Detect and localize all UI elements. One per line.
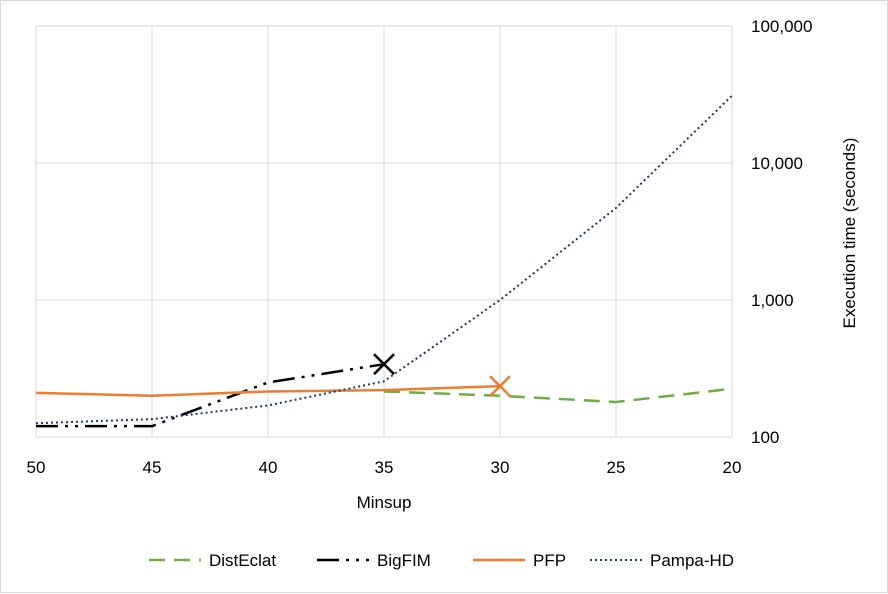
legend-label: DistEclat [209,551,276,570]
x-tick-label: 45 [143,458,162,477]
series-line-pfp [35,384,501,398]
y-tick-label: 1,000 [751,291,794,310]
x-tick-label: 20 [723,458,742,477]
x-tick-label: 35 [375,458,394,477]
legend-label: PFP [533,551,566,570]
x-tick-label: 50 [27,458,46,477]
x-tick-label: 30 [491,458,510,477]
series-line-disteclat [383,387,733,404]
legend-label: BigFIM [377,551,431,570]
legend-label: Pampa-HD [650,551,734,570]
series-line-bigfim [36,362,385,428]
y-axis-ticks: 100 1,000 10,000 100,000 [751,17,812,447]
x-tick-label: 25 [607,458,626,477]
y-tick-label: 100,000 [751,17,812,36]
series-lines [35,94,733,428]
x-axis-title: Minsup [357,493,412,512]
legend: DistEclat BigFIM PFP Pampa-HD [149,551,734,570]
x-tick-label: 40 [259,458,278,477]
gridlines [35,25,733,438]
end-marker-x [489,375,511,398]
y-tick-label: 100 [751,428,779,447]
y-tick-label: 10,000 [751,154,803,173]
end-marker-x [373,353,395,376]
series-line-pampa-hd [35,94,733,425]
y-axis-title: Execution time (seconds) [840,138,859,329]
x-axis-ticks: 50 45 40 35 30 25 20 [27,458,742,477]
